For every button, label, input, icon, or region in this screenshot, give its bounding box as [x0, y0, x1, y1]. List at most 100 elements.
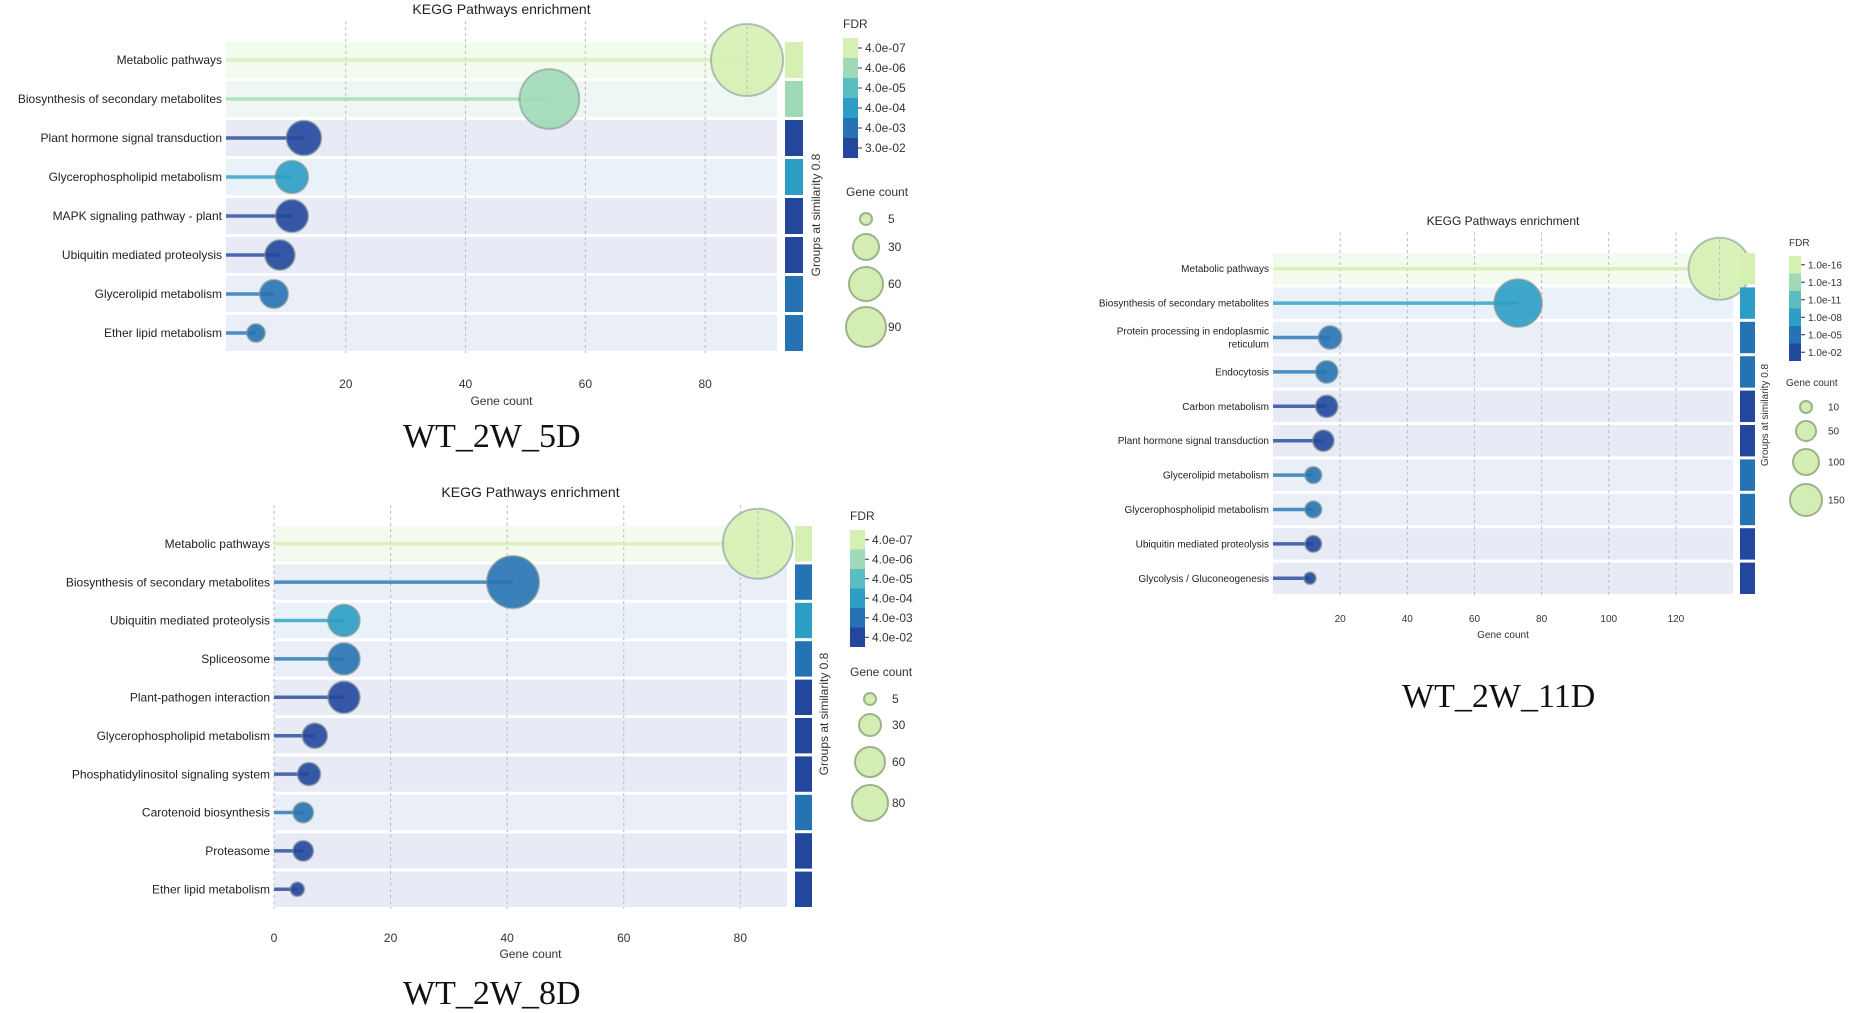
pathway-label: Glycerophospholipid metabolism [97, 729, 270, 743]
pathway-label: Plant hormone signal transduction [41, 131, 222, 145]
size-legend-circle [1799, 400, 1813, 414]
group-axis-label: Groups at similarity 0.8 [817, 652, 831, 775]
fdr-legend-label: 1.0e-08 [1808, 313, 1842, 324]
size-legend-label: 60 [892, 755, 906, 769]
chart-wt11: KEGG Pathways enrichment 20 40 60 80 100 120 Ge… [1099, 214, 1845, 641]
x-tick-label: 60 [579, 377, 593, 391]
fdr-legend-label: 4.0e-05 [865, 81, 906, 95]
fdr-legend-swatch [850, 627, 865, 647]
group-color-cell [1740, 425, 1755, 457]
pathway-label: Glycerolipid metabolism [95, 287, 222, 301]
size-legend-circle [863, 692, 877, 706]
group-color-cell [1740, 459, 1755, 491]
chart-title: KEGG Pathways enrichment [1427, 214, 1580, 228]
row-background [1273, 459, 1733, 491]
pathway-label: Endocytosis [1215, 367, 1269, 378]
x-axis-label: Gene count [1477, 630, 1529, 641]
lollipop-dot [301, 722, 329, 750]
size-legend-circle [858, 713, 882, 737]
row-background [274, 833, 787, 869]
group-color-cell [795, 756, 812, 792]
group-color-cell [785, 120, 803, 156]
group-color-cell [785, 81, 803, 117]
lollipop-dot [1304, 465, 1323, 485]
pathway-label: Plant-pathogen interaction [130, 691, 270, 705]
row-background [274, 756, 787, 792]
group-color-cell [795, 871, 812, 907]
lollipop-dot [710, 23, 785, 97]
pathway-label: Biosynthesis of secondary metabolites [1099, 299, 1269, 310]
row-background [1273, 321, 1733, 354]
group-color-cell [785, 198, 803, 234]
chart-wt5: KEGG Pathways enrichment 20 40 60 80 Gene cou… [18, 1, 909, 408]
pathway-label: Proteasome [205, 844, 270, 858]
fdr-legend-swatch [1789, 343, 1801, 361]
lollipop-dot [291, 801, 315, 824]
row-background [1273, 562, 1733, 594]
row-background [1273, 390, 1733, 422]
group-color-cell [795, 641, 812, 677]
row-background [226, 198, 777, 234]
size-legend-title: Gene count [850, 665, 913, 679]
row-background [226, 237, 777, 273]
fdr-legend-title: FDR [850, 509, 875, 523]
x-axis-label: Gene count [499, 947, 562, 961]
size-legend-circle [845, 306, 887, 348]
fdr-legend-label: 4.0e-04 [872, 591, 913, 605]
chart-wt8: KEGG Pathways enrichment 0 20 40 60 80 Gene co… [66, 484, 913, 961]
fdr-legend-title: FDR [1789, 238, 1810, 249]
lollipop-dot [1311, 429, 1335, 453]
fdr-legend-swatch [850, 608, 865, 628]
group-color-cell [1740, 528, 1755, 560]
lollipop-dot [291, 839, 315, 863]
group-color-cell [795, 718, 812, 754]
lollipop-dot [245, 323, 266, 343]
fdr-legend-swatch [843, 58, 858, 78]
fdr-legend-swatch [1789, 308, 1801, 326]
x-tick-label: 0 [271, 931, 278, 945]
group-color-cell [795, 679, 812, 715]
x-tick-label: 20 [384, 931, 398, 945]
lollipop-dot [274, 198, 310, 234]
fdr-legend-label: 3.0e-02 [865, 141, 906, 155]
fdr-legend-label: 4.0e-02 [872, 630, 913, 644]
size-legend-label: 10 [1828, 403, 1840, 414]
size-legend-label: 150 [1828, 496, 1845, 507]
fdr-legend-swatch [850, 569, 865, 589]
group-color-cell [1740, 253, 1755, 285]
size-legend-label: 30 [892, 718, 906, 732]
pathway-label: Metabolic pathways [165, 537, 270, 551]
row-background [226, 276, 777, 312]
chart-title: KEGG Pathways enrichment [412, 1, 590, 17]
pathway-label: Biosynthesis of secondary metabolites [18, 92, 222, 106]
caption-wt-2w-8d: WT_2W_8D [403, 975, 581, 1012]
lollipop-dot [1304, 534, 1323, 554]
fdr-legend-swatch [843, 138, 858, 158]
fdr-legend-label: 1.0e-05 [1808, 330, 1842, 341]
size-legend-title: Gene count [846, 185, 909, 199]
size-legend-circle [851, 784, 889, 822]
size-legend-label: 30 [888, 240, 902, 254]
row-background [226, 315, 777, 351]
pathway-label: Ether lipid metabolism [104, 326, 222, 340]
pathway-label: Ubiquitin mediated proteolysis [110, 614, 270, 628]
group-color-cell [795, 564, 812, 600]
group-color-cell [1740, 493, 1755, 526]
lollipop-dot [285, 119, 323, 157]
x-tick-label: 80 [734, 931, 748, 945]
row-background [274, 871, 787, 907]
fdr-legend-swatch [1789, 273, 1801, 291]
lollipop-dot [327, 641, 361, 676]
x-tick-label: 20 [1335, 614, 1347, 625]
fdr-legend-label: 1.0e-02 [1808, 348, 1842, 359]
lollipop-dot [289, 881, 306, 898]
pathway-label: Carbon metabolism [1182, 402, 1269, 413]
size-legend-title: Gene count [1786, 378, 1838, 389]
pathway-label: MAPK signaling pathway - plant [53, 209, 223, 223]
lollipop-dot [1314, 394, 1339, 419]
caption-wt-2w-5d: WT_2W_5D [403, 418, 581, 455]
lollipop-dot [274, 159, 310, 195]
fdr-legend-label: 4.0e-07 [872, 533, 913, 547]
fdr-legend-label: 4.0e-05 [872, 572, 913, 586]
size-legend-label: 5 [892, 692, 899, 706]
